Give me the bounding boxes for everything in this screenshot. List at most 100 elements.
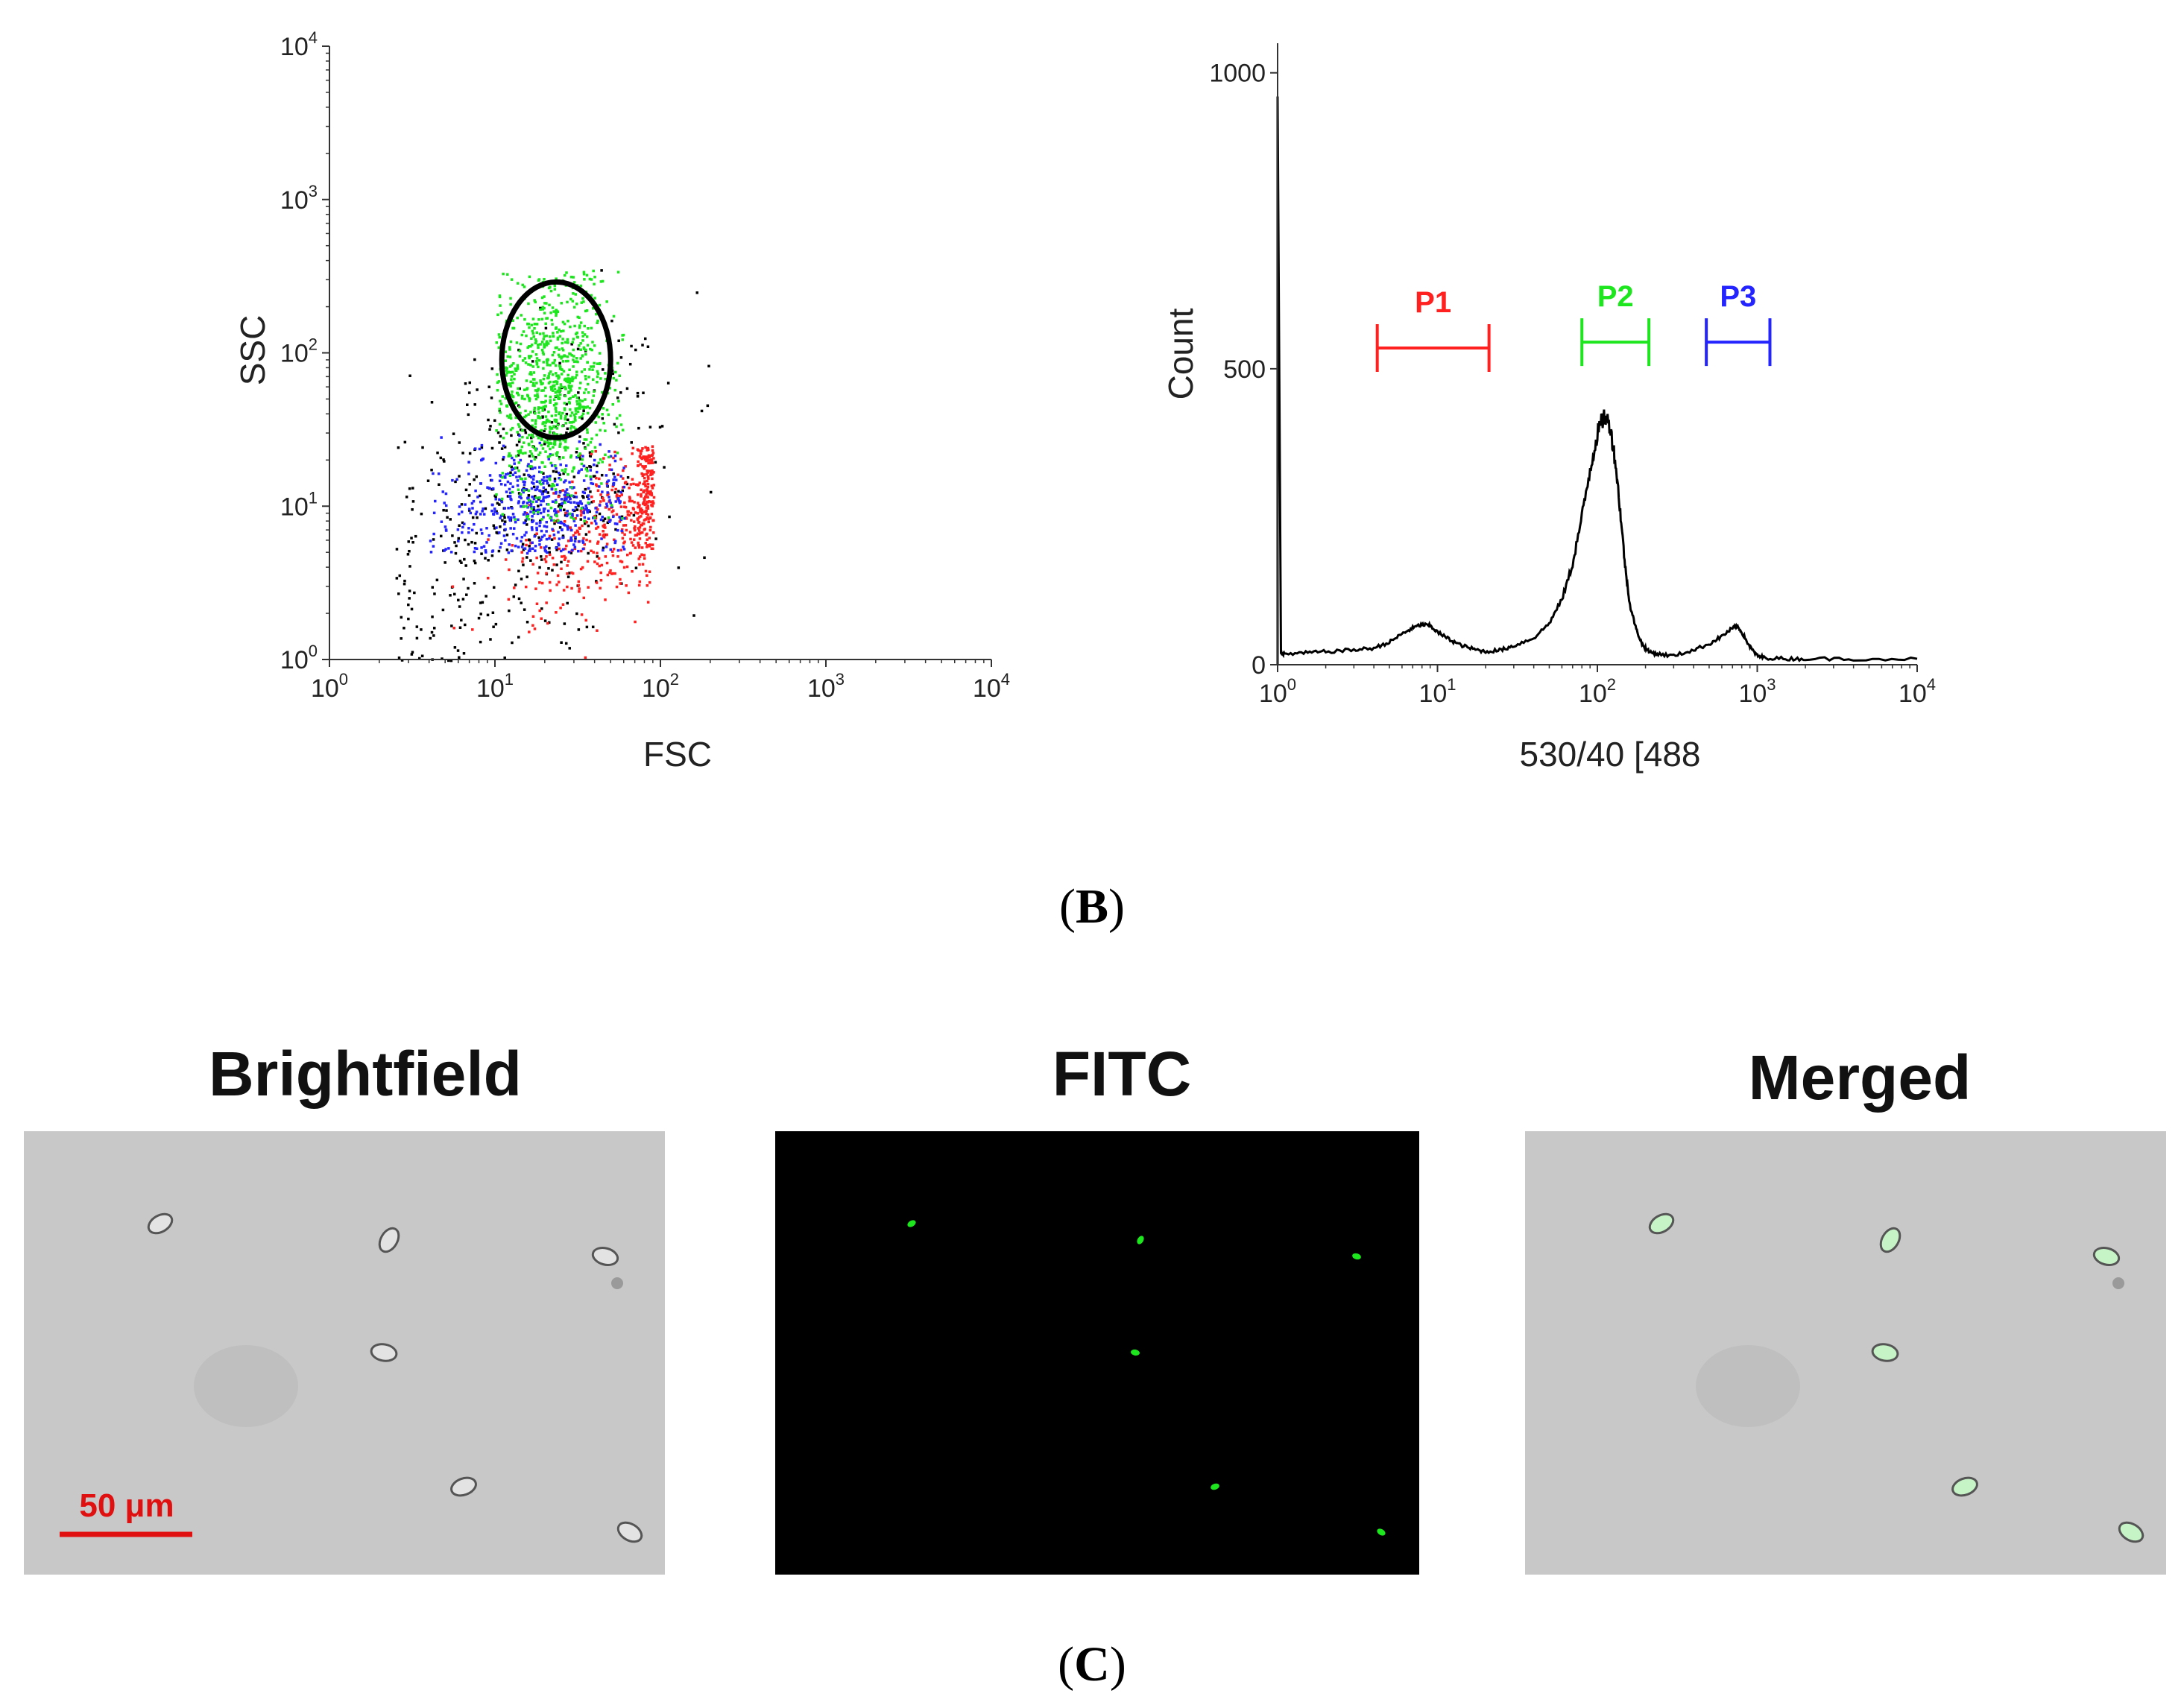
scatter-point-green (569, 379, 572, 382)
scatter-point-red (593, 560, 596, 563)
scatter-point-green (564, 468, 567, 471)
scatter-point-black (611, 372, 614, 376)
scatter-point-green (516, 282, 520, 285)
scatter-x-axis-label: FSC (643, 735, 712, 774)
scatter-x-tick-label: 100 (311, 670, 348, 703)
scatter-point-green (584, 352, 587, 356)
histogram-x-tick-label: 103 (1738, 675, 1776, 708)
scatter-point-green (581, 412, 585, 416)
scatter-point-red (651, 469, 654, 472)
scatter-point-blue (523, 481, 526, 484)
scatter-point-red (640, 546, 644, 549)
scatter-point-green (576, 315, 579, 319)
scatter-point-red (638, 537, 642, 540)
scatter-point-black (547, 484, 551, 487)
scatter-point-green (541, 382, 544, 385)
scatter-point-red (646, 488, 648, 491)
scatter-point-black (411, 507, 414, 511)
scatter-point-green (505, 405, 509, 408)
scatter-point-blue (485, 551, 487, 554)
scatter-point-green (534, 300, 537, 304)
scatter-point-black (601, 417, 605, 420)
scatter-point-red (634, 534, 637, 537)
scatter-point-red (587, 531, 591, 534)
scatter-point-green (573, 415, 577, 419)
scatter-point-green (578, 406, 581, 409)
scatter-point-red (574, 491, 578, 495)
scatter-point-black (489, 638, 492, 641)
scatter-point-red (646, 501, 650, 504)
scatter-point-black (524, 519, 528, 522)
scatter-point-black (455, 544, 458, 548)
scatter-point-red (535, 532, 538, 535)
scatter-point-green (552, 484, 556, 487)
scatter-point-green (591, 307, 595, 310)
scatter-point-red (644, 542, 648, 545)
scatter-point-black (620, 515, 624, 519)
scatter-points (395, 269, 713, 662)
scatter-point-green (580, 507, 583, 510)
scatter-point-green (593, 446, 597, 449)
scatter-point-green (583, 519, 586, 522)
scatter-point-black (521, 543, 525, 546)
panel-b-tag: (B) (1059, 879, 1125, 934)
scatter-point-green (517, 461, 521, 464)
scatter-point-green (569, 275, 573, 279)
scatter-point-black (420, 654, 424, 658)
scatter-point-red (618, 494, 622, 498)
scatter-y-tick-label: 102 (280, 335, 318, 368)
scatter-point-red (642, 482, 645, 486)
scatter-point-red (648, 493, 651, 496)
scatter-point-green (575, 400, 578, 403)
scatter-point-black (400, 637, 403, 640)
scatter-point-black (528, 544, 531, 548)
scatter-point-black (430, 401, 434, 404)
scatter-point-red (624, 465, 627, 468)
scatter-point-blue (572, 508, 575, 512)
scatter-point-blue (463, 522, 466, 525)
scatter-point-green (554, 380, 558, 383)
scatter-point-green (543, 302, 546, 305)
scatter-gate-ellipse[interactable] (499, 279, 613, 440)
scatter-point-green (526, 394, 530, 398)
scatter-point-red (619, 560, 622, 563)
scatter-point-red (611, 550, 614, 553)
scatter-point-black (473, 581, 476, 585)
scatter-point-blue (605, 545, 608, 548)
scatter-point-black (515, 466, 519, 469)
scatter-point-black (517, 569, 520, 573)
scatter-point-green (564, 394, 567, 398)
scatter-point-blue (470, 502, 474, 505)
scatter-point-black (566, 418, 569, 422)
scatter-point-red (645, 506, 648, 509)
scatter-point-red (608, 468, 611, 471)
scatter-point-green (523, 489, 526, 492)
scatter-point-red (643, 519, 646, 522)
scatter-point-black (431, 615, 434, 619)
scatter-point-blue (547, 458, 551, 461)
scatter-point-green (561, 349, 565, 352)
scatter-point-red (631, 507, 635, 510)
scatter-point-green (537, 406, 540, 409)
scatter-point-green (545, 344, 549, 347)
scatter-point-red (534, 587, 537, 590)
scatter-y-axis-label: SSC (233, 315, 272, 386)
scatter-point-red (557, 581, 561, 583)
scatter-point-blue (562, 522, 566, 526)
scatter-point-red (620, 493, 623, 496)
scatter-point-red (487, 538, 490, 541)
scatter-point-green (541, 447, 545, 450)
scatter-point-green (595, 433, 599, 437)
scatter-point-green (544, 405, 547, 408)
scatter-point-red (629, 551, 632, 555)
scatter-point-green (504, 350, 507, 353)
scatter-point-black (553, 522, 556, 525)
scatter-point-green (539, 380, 543, 384)
scatter-point-blue (607, 520, 611, 524)
scatter-point-green (527, 517, 531, 521)
scatter-point-red (629, 511, 633, 515)
scatter-point-blue (595, 470, 599, 474)
scatter-point-blue (490, 478, 493, 482)
scatter-point-red (605, 543, 609, 545)
scatter-point-green (499, 411, 502, 414)
